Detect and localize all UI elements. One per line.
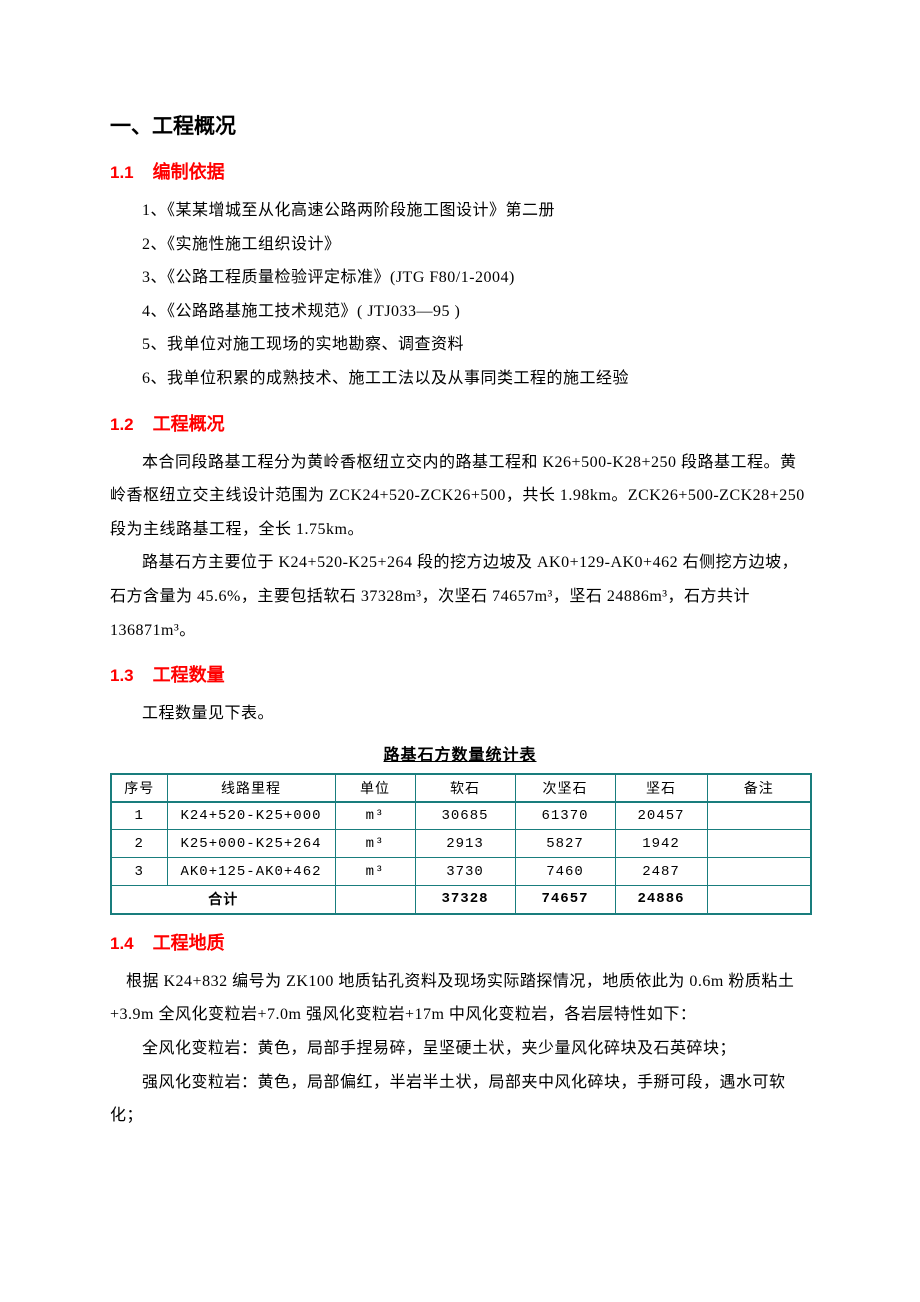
table-total-cell: 24886 — [615, 886, 707, 914]
table-cell: K24+520-K25+000 — [167, 802, 335, 830]
table-cell — [707, 858, 811, 886]
heading-1-3: 1.3 工程数量 — [110, 661, 810, 687]
table-cell: 5827 — [515, 830, 615, 858]
document-page: 一、工程概况 1.1 编制依据 1、《某某增城至从化高速公路两阶段施工图设计》第… — [0, 0, 920, 1213]
list-item: 6、我单位积累的成熟技术、施工工法以及从事同类工程的施工经验 — [110, 362, 810, 396]
table-cell: 2487 — [615, 858, 707, 886]
list-item: 4、《公路路基施工技术规范》( JTJ033—95 ) — [110, 295, 810, 329]
table-cell: 7460 — [515, 858, 615, 886]
table-cell: 2913 — [415, 830, 515, 858]
paragraph: 路基石方主要位于 K24+520-K25+264 段的挖方边坡及 AK0+129… — [110, 546, 810, 647]
table-header: 软石 — [415, 774, 515, 802]
section-title: 工程数量 — [153, 665, 225, 685]
paragraph: 全风化变粒岩：黄色，局部手捏易碎，呈坚硬土状，夹少量风化碎块及石英碎块； — [110, 1032, 810, 1066]
list-item: 5、我单位对施工现场的实地勘察、调查资料 — [110, 328, 810, 362]
list-item: 3、《公路工程质量检验评定标准》(JTG F80/1-2004) — [110, 261, 810, 295]
table-cell: 30685 — [415, 802, 515, 830]
list-item: 2、《实施性施工组织设计》 — [110, 228, 810, 262]
section-number: 1.1 — [110, 163, 134, 182]
rock-quantity-table: 序号线路里程单位软石次坚石坚石备注1K24+520-K25+000m³30685… — [110, 773, 812, 915]
table-header: 坚石 — [615, 774, 707, 802]
table-cell: 2 — [111, 830, 167, 858]
heading-1: 一、工程概况 — [110, 110, 810, 140]
table-total-cell: 74657 — [515, 886, 615, 914]
table-row: 1K24+520-K25+000m³306856137020457 — [111, 802, 811, 830]
table-cell: m³ — [335, 802, 415, 830]
table-header: 线路里程 — [167, 774, 335, 802]
section-number: 1.4 — [110, 934, 134, 953]
section-number: 1.3 — [110, 666, 134, 685]
heading-1-1: 1.1 编制依据 — [110, 158, 810, 184]
table-total-row: 合计 373287465724886 — [111, 886, 811, 914]
table-total-label: 合计 — [111, 886, 335, 914]
table-caption: 路基石方数量统计表 — [110, 741, 810, 765]
section-title: 编制依据 — [153, 162, 225, 182]
paragraph: 强风化变粒岩：黄色，局部偏红，半岩半土状，局部夹中风化碎块，手掰可段，遇水可软化… — [110, 1066, 810, 1133]
table-cell: m³ — [335, 858, 415, 886]
table-cell: 61370 — [515, 802, 615, 830]
table-cell: K25+000-K25+264 — [167, 830, 335, 858]
table-cell: 1942 — [615, 830, 707, 858]
table-total-cell — [335, 886, 415, 914]
table-header: 次坚石 — [515, 774, 615, 802]
table-row: 3AK0+125-AK0+462m³373074602487 — [111, 858, 811, 886]
table-total-cell — [707, 886, 811, 914]
table-wrapper: 序号线路里程单位软石次坚石坚石备注1K24+520-K25+000m³30685… — [110, 773, 810, 915]
paragraph: 工程数量见下表。 — [110, 697, 810, 731]
table-header: 序号 — [111, 774, 167, 802]
table-cell — [707, 802, 811, 830]
section-number: 1.2 — [110, 415, 134, 434]
table-cell — [707, 830, 811, 858]
table-cell: 3 — [111, 858, 167, 886]
table-header: 备注 — [707, 774, 811, 802]
table-cell: 1 — [111, 802, 167, 830]
section-title: 工程地质 — [153, 933, 225, 953]
list-item: 1、《某某增城至从化高速公路两阶段施工图设计》第二册 — [110, 194, 810, 228]
paragraph: 本合同段路基工程分为黄岭香枢纽立交内的路基工程和 K26+500-K28+250… — [110, 446, 810, 547]
table-cell: 3730 — [415, 858, 515, 886]
table-cell: AK0+125-AK0+462 — [167, 858, 335, 886]
section-title: 工程概况 — [153, 414, 225, 434]
table-cell: 20457 — [615, 802, 707, 830]
table-cell: m³ — [335, 830, 415, 858]
table-row: 2K25+000-K25+264m³291358271942 — [111, 830, 811, 858]
paragraph: 根据 K24+832 编号为 ZK100 地质钻孔资料及现场实际踏探情况，地质依… — [110, 965, 810, 1032]
heading-1-4: 1.4 工程地质 — [110, 929, 810, 955]
table-total-cell: 37328 — [415, 886, 515, 914]
table-header: 单位 — [335, 774, 415, 802]
heading-1-2: 1.2 工程概况 — [110, 410, 810, 436]
